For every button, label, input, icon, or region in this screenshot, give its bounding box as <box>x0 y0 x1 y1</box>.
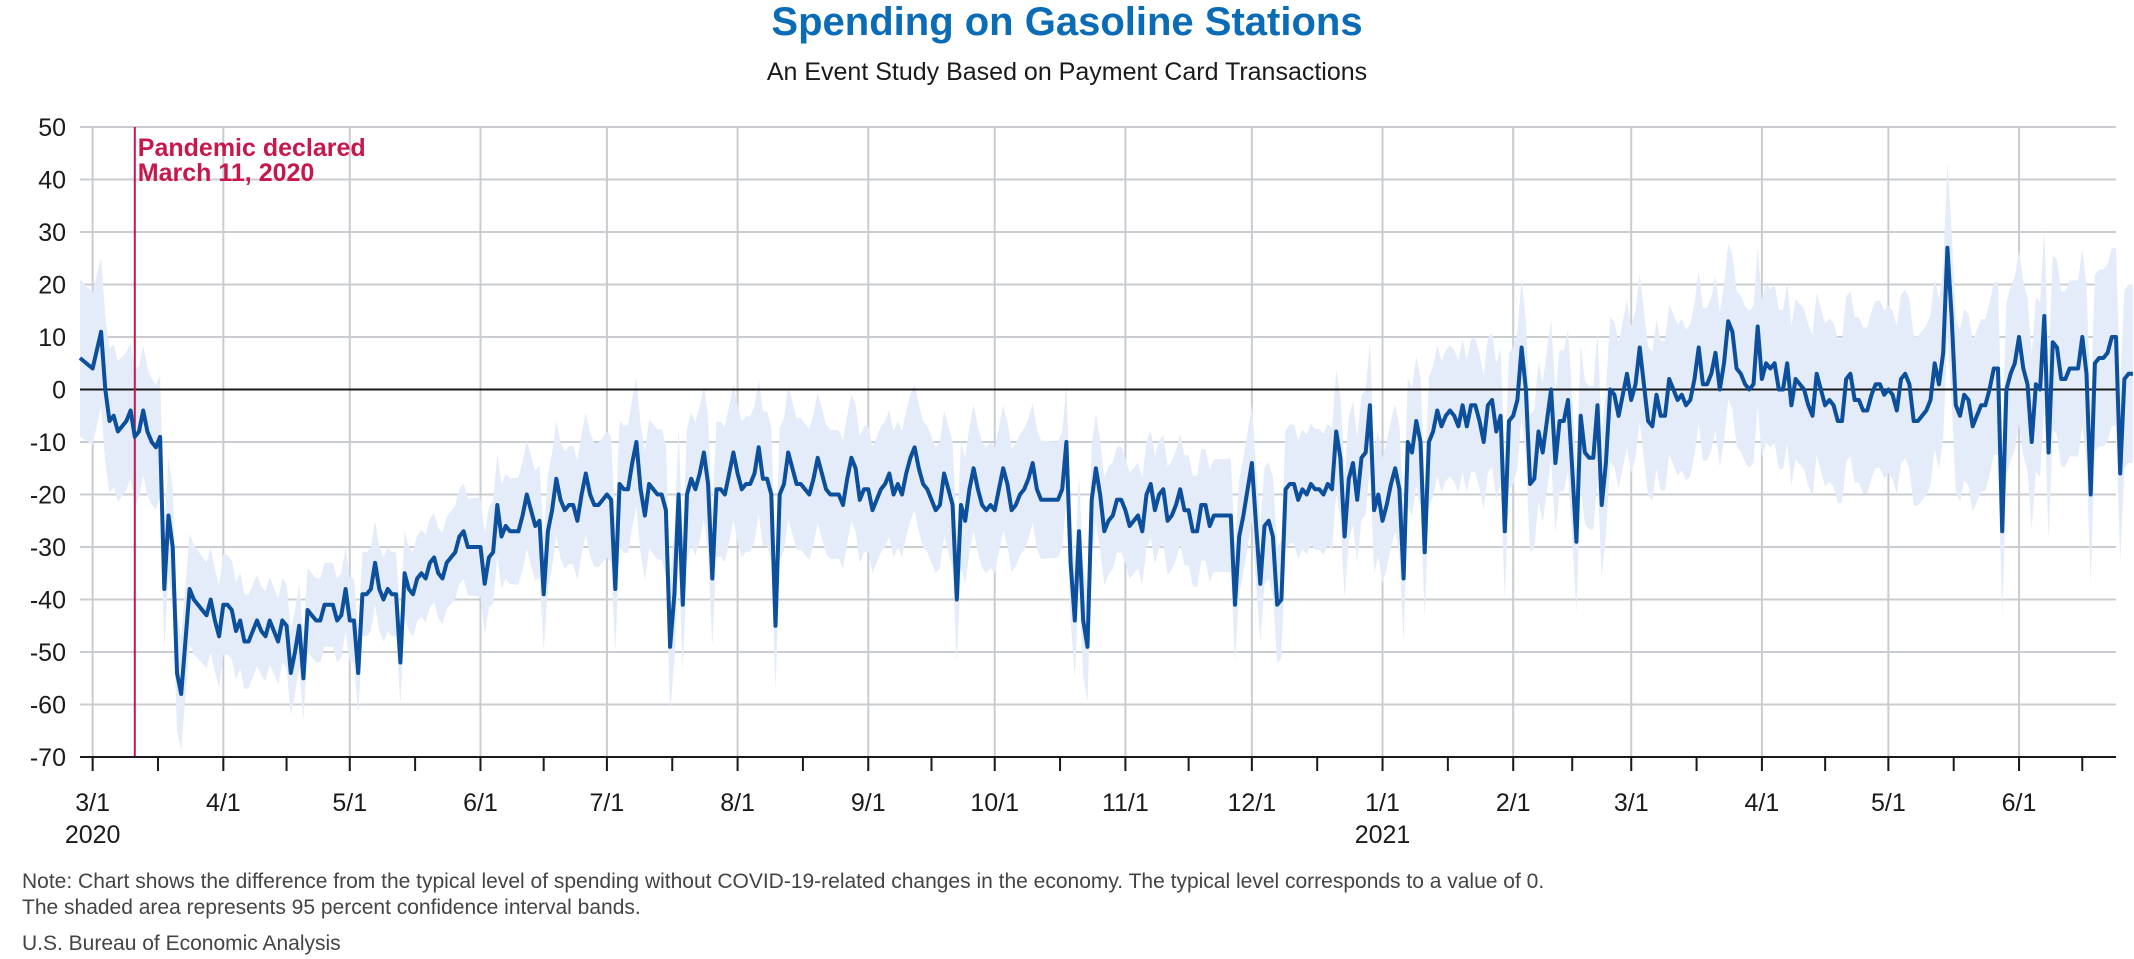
x-tick-label: 3/1 <box>1614 789 1649 817</box>
y-tick-label: 30 <box>38 219 66 247</box>
chart-title: Spending on Gasoline Stations <box>771 0 1363 44</box>
x-tick-label: 5/1 <box>1871 789 1906 817</box>
x-tick-label: 8/1 <box>720 789 755 817</box>
x-year-label: 2020 <box>65 821 121 849</box>
y-axis-ticks: 50 40 30 20 10 0 -10 -20 -30 -40 -50 -60 -70 <box>30 114 66 772</box>
x-axis-ticks: 3/1 2020 4/1 5/1 6/1 7/1 8/1 9/1 10/1 11/1 12/1 1/1… <box>65 757 2084 849</box>
x-tick-label: 2/1 <box>1496 789 1531 817</box>
y-tick-label: 20 <box>38 272 66 300</box>
y-tick-label: -60 <box>30 692 66 720</box>
x-tick-label: 6/1 <box>463 789 498 817</box>
x-tick-label: 4/1 <box>1745 789 1780 817</box>
y-tick-label: -20 <box>30 482 66 510</box>
y-tick-label: -50 <box>30 639 66 667</box>
x-tick-label: 10/1 <box>970 789 1019 817</box>
y-tick-label: 50 <box>38 114 66 142</box>
y-tick-label: -40 <box>30 587 66 615</box>
chart-subtitle: An Event Study Based on Payment Card Tra… <box>766 58 1368 86</box>
x-year-label: 2021 <box>1355 821 1411 849</box>
series-line <box>78 245 2133 696</box>
event-label-line1: Pandemic declared <box>138 134 366 162</box>
y-tick-label: 40 <box>38 167 66 195</box>
y-tick-label: -10 <box>30 429 66 457</box>
chart-note-line2: The shaded area represents 95 percent co… <box>22 896 641 919</box>
chart-note-line1: Note: Chart shows the difference from th… <box>22 870 1545 893</box>
x-tick-label: 9/1 <box>851 789 886 817</box>
x-tick-label: 11/1 <box>1102 789 1149 817</box>
x-tick-label: 4/1 <box>206 789 241 817</box>
event-label-line2: March 11, 2020 <box>138 159 315 187</box>
x-tick-label: 5/1 <box>332 789 367 817</box>
x-tick-label: 12/1 <box>1228 789 1277 817</box>
y-tick-label: -30 <box>30 534 66 562</box>
x-tick-label: 6/1 <box>2002 789 2037 817</box>
x-tick-label: 1/1 <box>1365 789 1400 817</box>
x-tick-label: 7/1 <box>590 789 625 817</box>
y-tick-label: 10 <box>38 324 66 352</box>
source-credit: U.S. Bureau of Economic Analysis <box>22 932 341 955</box>
y-tick-label: 0 <box>52 377 66 405</box>
y-tick-label: -70 <box>30 744 66 772</box>
line-chart: 50 40 30 20 10 0 -10 -20 -30 -40 -50 -60 -70 3/1 2020… <box>30 114 2133 849</box>
confidence-interval-band <box>80 162 2133 751</box>
x-tick-label: 3/1 <box>75 789 110 817</box>
